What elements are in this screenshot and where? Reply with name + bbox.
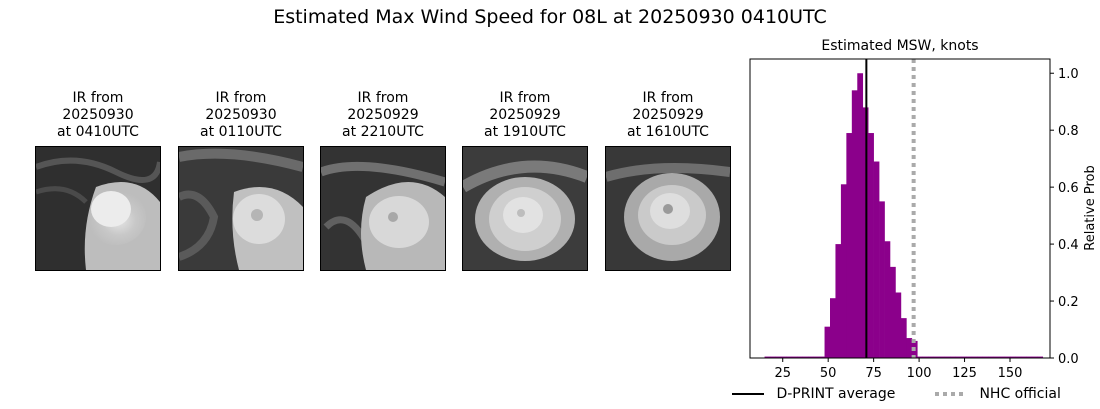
histogram-bar bbox=[928, 356, 934, 358]
x-tick-label: 25 bbox=[774, 366, 791, 381]
y-tick-label: 0.6 bbox=[1058, 181, 1079, 196]
ir-panel-title: IR from 20250929 at 1910UTC bbox=[484, 90, 566, 140]
histogram-bar bbox=[802, 356, 809, 358]
histogram-bar bbox=[786, 356, 793, 358]
histogram-bar bbox=[851, 90, 858, 359]
legend-item-dprint: D-PRINT average bbox=[732, 386, 895, 402]
histogram-bar bbox=[791, 356, 798, 358]
ir-panel: IR from 20250929 at 2210UTC bbox=[320, 90, 446, 271]
ir-panel-title: IR from 20250929 at 1610UTC bbox=[627, 90, 709, 140]
ir-panel: IR from 20250929 at 1910UTC bbox=[462, 90, 588, 271]
histogram-bar bbox=[824, 326, 831, 358]
histogram-bar bbox=[846, 133, 853, 358]
x-axis: 25 50 75 100 125 150 bbox=[774, 358, 1022, 381]
histogram-bar bbox=[780, 356, 787, 358]
ir-panel-title: IR from 20250930 at 0110UTC bbox=[200, 90, 282, 140]
ir-satellite-image bbox=[462, 146, 588, 271]
histogram-bar bbox=[873, 161, 880, 358]
histogram-bar bbox=[857, 73, 864, 358]
figure-title: Estimated Max Wind Speed for 08L at 2025… bbox=[273, 6, 827, 28]
histogram-bar bbox=[895, 292, 902, 358]
histogram-bar bbox=[764, 356, 771, 358]
histogram-bar bbox=[944, 356, 951, 358]
histogram-bar bbox=[835, 244, 842, 358]
x-tick-label: 125 bbox=[952, 366, 977, 381]
histogram-bar bbox=[1020, 356, 1027, 358]
histogram-bar bbox=[1010, 356, 1016, 358]
histogram-bar bbox=[1037, 356, 1044, 358]
histogram-bar bbox=[999, 356, 1005, 358]
histogram-bar bbox=[971, 356, 978, 358]
histogram-bar bbox=[939, 356, 945, 358]
histogram-bar bbox=[1004, 356, 1011, 358]
x-tick-label: 100 bbox=[907, 366, 932, 381]
legend-label: D-PRINT average bbox=[776, 386, 896, 402]
histogram-bar bbox=[917, 356, 924, 358]
ir-satellite-image bbox=[178, 146, 304, 271]
reference-lines bbox=[865, 59, 916, 358]
plot-frame bbox=[749, 58, 1051, 359]
histogram-bar bbox=[900, 318, 907, 358]
chart-title: Estimated MSW, knots bbox=[821, 38, 978, 54]
y-tick-label: 1.0 bbox=[1058, 67, 1079, 82]
histogram-bar bbox=[922, 356, 929, 358]
histogram-bar bbox=[775, 356, 782, 358]
histogram-bar bbox=[770, 356, 776, 358]
histogram-bar bbox=[868, 133, 874, 358]
ir-panel: IR from 20250930 at 0410UTC bbox=[35, 90, 161, 271]
histogram-bar bbox=[1026, 356, 1033, 358]
ir-panel-title: IR from 20250929 at 2210UTC bbox=[342, 90, 424, 140]
histogram-bar bbox=[840, 184, 847, 358]
histogram-bar bbox=[966, 356, 973, 358]
y-tick-label: 0.0 bbox=[1058, 352, 1079, 367]
histogram-bar bbox=[1031, 356, 1038, 358]
histogram-bar bbox=[879, 201, 885, 358]
histogram-bar bbox=[955, 356, 962, 358]
legend-dotted-line-icon bbox=[935, 392, 967, 396]
histogram-bar bbox=[982, 356, 989, 358]
x-tick-label: 50 bbox=[820, 366, 837, 381]
ir-satellite-image bbox=[35, 146, 161, 271]
ir-satellite-image bbox=[320, 146, 446, 271]
histogram-bar bbox=[988, 356, 994, 358]
histogram-bar bbox=[830, 298, 836, 358]
legend-item-nhc: NHC official bbox=[935, 386, 1061, 402]
y-tick-label: 0.4 bbox=[1058, 238, 1079, 253]
legend-label: NHC official bbox=[979, 386, 1061, 402]
x-tick-label: 75 bbox=[865, 366, 882, 381]
histogram-bar bbox=[808, 356, 814, 358]
histogram-bar bbox=[993, 356, 1000, 358]
x-tick-label: 150 bbox=[998, 366, 1023, 381]
histogram-bar bbox=[884, 241, 891, 358]
histogram-bar bbox=[1015, 356, 1022, 358]
histogram-bars bbox=[764, 73, 1044, 359]
histogram-bar bbox=[933, 356, 940, 358]
histogram-bar bbox=[950, 356, 956, 358]
histogram-bar bbox=[906, 338, 913, 358]
histogram-bar bbox=[797, 356, 804, 358]
histogram-bar bbox=[813, 356, 820, 358]
ir-panel: IR from 20250929 at 1610UTC bbox=[605, 90, 731, 271]
y-axis: 0.0 0.2 0.4 0.6 0.8 1.0 bbox=[1050, 67, 1079, 367]
legend-solid-line-icon bbox=[732, 393, 764, 395]
ir-panel: IR from 20250930 at 0110UTC bbox=[178, 90, 304, 271]
histogram-bar bbox=[977, 356, 984, 358]
ir-panel-title: IR from 20250930 at 0410UTC bbox=[57, 90, 139, 140]
y-tick-label: 0.8 bbox=[1058, 124, 1079, 139]
ir-satellite-image bbox=[605, 146, 731, 271]
y-tick-label: 0.2 bbox=[1058, 295, 1079, 310]
histogram-bar bbox=[960, 356, 967, 358]
histogram-bar bbox=[890, 266, 896, 358]
y-axis-label: Relative Prob bbox=[1083, 165, 1098, 250]
histogram-bar bbox=[819, 356, 825, 358]
